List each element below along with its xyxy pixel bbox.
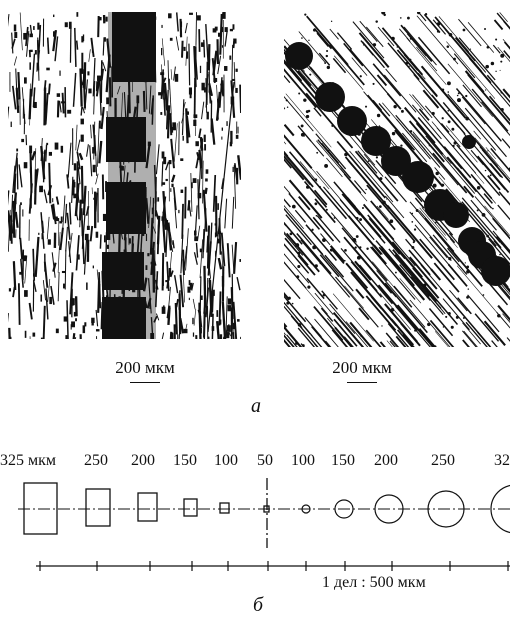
size-label-50: 50 <box>257 452 273 469</box>
left-scale-bar: 200 мкм <box>85 358 205 383</box>
square-200 <box>137 492 158 522</box>
left-photomicrograph <box>8 12 241 339</box>
left-scale-label: 200 мкм <box>115 358 175 377</box>
ruler-caption: 1 дел : 500 мкм <box>322 574 426 591</box>
size-label-150-left: 150 <box>173 452 197 469</box>
square-50 <box>263 505 270 513</box>
right-scale-label: 200 мкм <box>332 358 392 377</box>
square-100 <box>219 502 230 514</box>
square-250 <box>85 488 111 527</box>
size-label-325-mkm: 325 мкм <box>0 452 56 469</box>
size-diagram: 325 мкм 250 200 150 100 50 100 150 200 2… <box>0 452 510 591</box>
left-scale-line <box>130 382 160 383</box>
size-label-100-right: 100 <box>291 452 315 469</box>
circle-150 <box>334 499 354 519</box>
panel-label-b: б <box>253 594 264 616</box>
circle-250 <box>427 490 465 528</box>
ruler-ticks <box>39 561 509 571</box>
size-label-250-left: 250 <box>84 452 108 469</box>
size-label-250-right: 250 <box>431 452 455 469</box>
size-label-100-left: 100 <box>214 452 238 469</box>
circle-200 <box>374 494 404 524</box>
size-label-150-right: 150 <box>331 452 355 469</box>
size-label-200-right: 200 <box>374 452 398 469</box>
right-scale-line <box>347 382 377 383</box>
circle-325-cut <box>490 484 510 534</box>
size-label-200-left: 200 <box>131 452 155 469</box>
panel-label-a: а <box>251 395 261 417</box>
square-325 <box>23 482 58 535</box>
right-scale-bar: 200 мкм <box>302 358 422 383</box>
size-label-32-cut: 32 <box>494 452 510 469</box>
square-150 <box>183 498 198 517</box>
circle-100 <box>301 504 311 514</box>
right-photomicrograph <box>284 12 510 347</box>
